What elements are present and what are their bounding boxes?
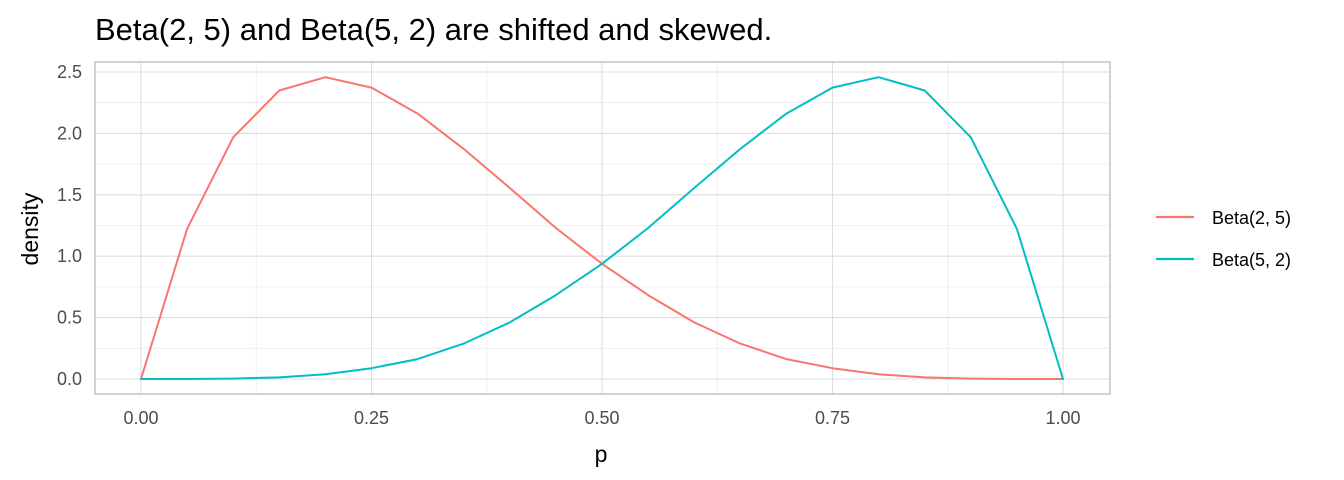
- chart-title: Beta(2, 5) and Beta(5, 2) are shifted an…: [95, 12, 772, 47]
- y-tick-label: 0.5: [57, 308, 82, 328]
- y-axis-title: density: [17, 192, 43, 265]
- x-tick-label: 0.25: [354, 408, 389, 428]
- y-axis-ticks: 0.0 0.5 1.0 1.5 2.0 2.5: [57, 62, 82, 389]
- major-gridlines: [95, 62, 1110, 394]
- series-lines: [140, 76, 1064, 380]
- legend: Beta(2, 5) Beta(5, 2): [1156, 208, 1291, 270]
- x-tick-label: 0.50: [584, 408, 619, 428]
- legend-label-beta-2-5: Beta(2, 5): [1212, 208, 1291, 228]
- y-tick-label: 0.0: [57, 369, 82, 389]
- y-tick-label: 2.5: [57, 62, 82, 82]
- x-tick-label: 0.00: [123, 408, 158, 428]
- x-axis-ticks: 0.00 0.25 0.50 0.75 1.00: [123, 408, 1080, 428]
- legend-label-beta-5-2: Beta(5, 2): [1212, 250, 1291, 270]
- y-tick-label: 1.5: [57, 185, 82, 205]
- x-axis-title: p: [595, 441, 608, 467]
- x-tick-label: 1.00: [1045, 408, 1080, 428]
- x-tick-label: 0.75: [815, 408, 850, 428]
- y-tick-label: 1.0: [57, 246, 82, 266]
- series-line-beta-5-2: [140, 76, 1064, 380]
- y-tick-label: 2.0: [57, 123, 82, 143]
- plot-panel-border: [94, 61, 1111, 395]
